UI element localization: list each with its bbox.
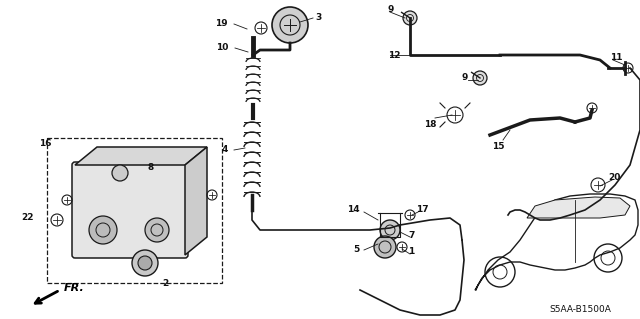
Text: 19: 19 [216,19,228,28]
Text: 20: 20 [608,174,620,182]
Text: 17: 17 [416,205,429,214]
Text: 16: 16 [40,138,52,147]
Bar [47,138,222,283]
Text: 15: 15 [492,142,504,151]
Circle shape [374,236,396,258]
Text: 5: 5 [354,246,360,255]
Polygon shape [185,147,207,255]
FancyBboxPatch shape [72,162,188,258]
Text: S5AA-B1500A: S5AA-B1500A [549,306,611,315]
Circle shape [145,218,169,242]
Text: 18: 18 [424,120,436,129]
Circle shape [138,256,152,270]
Text: 12: 12 [388,50,401,60]
Text: 10: 10 [216,43,228,53]
Polygon shape [75,147,207,165]
Circle shape [380,220,400,240]
Text: 11: 11 [610,54,623,63]
Text: 4: 4 [221,145,228,154]
Text: 7: 7 [408,231,414,240]
Circle shape [403,11,417,25]
Text: 14: 14 [348,205,360,214]
Circle shape [132,250,158,276]
Circle shape [272,7,308,43]
Text: 9: 9 [388,5,394,14]
Text: 8: 8 [148,164,154,173]
Circle shape [112,165,128,181]
Text: FR.: FR. [64,283,84,293]
Circle shape [89,216,117,244]
Text: 3: 3 [315,13,321,23]
Polygon shape [527,197,630,218]
Text: 9: 9 [462,73,468,83]
Text: 2: 2 [162,278,168,287]
Text: 22: 22 [22,213,35,222]
Circle shape [473,71,487,85]
Text: 1: 1 [408,248,414,256]
